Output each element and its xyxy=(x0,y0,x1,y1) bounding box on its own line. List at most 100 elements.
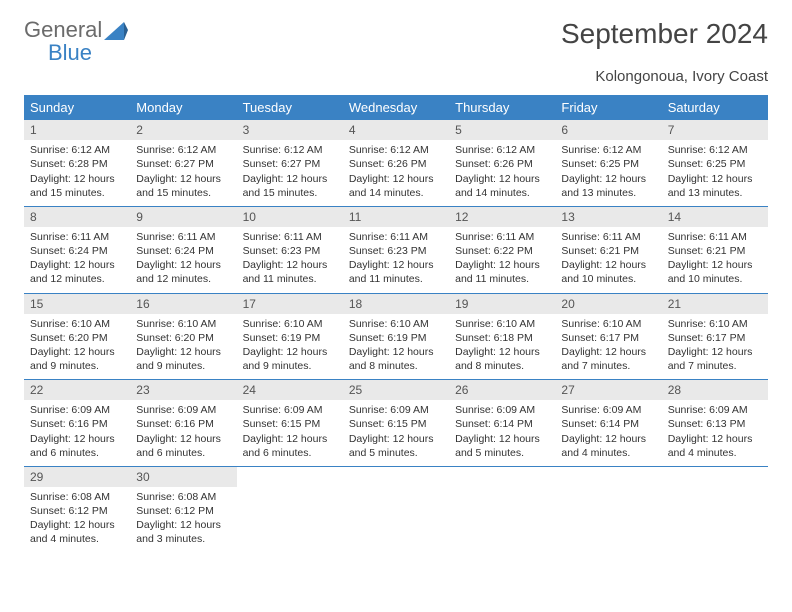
day-number: 23 xyxy=(130,380,236,400)
sunrise-line: Sunrise: 6:08 AM xyxy=(30,490,124,504)
cell-body: Sunrise: 6:09 AMSunset: 6:13 PMDaylight:… xyxy=(662,400,768,466)
sunrise-line: Sunrise: 6:12 AM xyxy=(455,143,549,157)
sunset-line: Sunset: 6:13 PM xyxy=(668,417,762,431)
day-header-cell: Thursday xyxy=(449,95,555,120)
calendar-cell: 22Sunrise: 6:09 AMSunset: 6:16 PMDayligh… xyxy=(24,380,130,466)
calendar-cell: 3Sunrise: 6:12 AMSunset: 6:27 PMDaylight… xyxy=(237,120,343,206)
logo-word2: Blue xyxy=(48,41,102,64)
daylight-line: Daylight: 12 hours and 11 minutes. xyxy=(243,258,337,286)
cell-body: Sunrise: 6:10 AMSunset: 6:19 PMDaylight:… xyxy=(237,314,343,380)
daylight-line: Daylight: 12 hours and 3 minutes. xyxy=(136,518,230,546)
day-header-cell: Monday xyxy=(130,95,236,120)
cell-body: Sunrise: 6:11 AMSunset: 6:23 PMDaylight:… xyxy=(237,227,343,293)
sunrise-line: Sunrise: 6:11 AM xyxy=(243,230,337,244)
calendar-cell: 4Sunrise: 6:12 AMSunset: 6:26 PMDaylight… xyxy=(343,120,449,206)
cell-body: Sunrise: 6:08 AMSunset: 6:12 PMDaylight:… xyxy=(24,487,130,553)
sunrise-line: Sunrise: 6:12 AM xyxy=(243,143,337,157)
daylight-line: Daylight: 12 hours and 8 minutes. xyxy=(455,345,549,373)
cell-body: Sunrise: 6:11 AMSunset: 6:24 PMDaylight:… xyxy=(130,227,236,293)
sunset-line: Sunset: 6:24 PM xyxy=(136,244,230,258)
calendar-cell: 7Sunrise: 6:12 AMSunset: 6:25 PMDaylight… xyxy=(662,120,768,206)
sunset-line: Sunset: 6:16 PM xyxy=(136,417,230,431)
day-number: 1 xyxy=(24,120,130,140)
daylight-line: Daylight: 12 hours and 6 minutes. xyxy=(30,432,124,460)
daylight-line: Daylight: 12 hours and 12 minutes. xyxy=(136,258,230,286)
daylight-line: Daylight: 12 hours and 10 minutes. xyxy=(668,258,762,286)
daylight-line: Daylight: 12 hours and 12 minutes. xyxy=(30,258,124,286)
day-number: 5 xyxy=(449,120,555,140)
calendar-cell: 8Sunrise: 6:11 AMSunset: 6:24 PMDaylight… xyxy=(24,207,130,293)
daylight-line: Daylight: 12 hours and 10 minutes. xyxy=(561,258,655,286)
sunrise-line: Sunrise: 6:10 AM xyxy=(668,317,762,331)
day-number: 21 xyxy=(662,294,768,314)
calendar-cell: 6Sunrise: 6:12 AMSunset: 6:25 PMDaylight… xyxy=(555,120,661,206)
cell-body: Sunrise: 6:10 AMSunset: 6:19 PMDaylight:… xyxy=(343,314,449,380)
daylight-line: Daylight: 12 hours and 13 minutes. xyxy=(561,172,655,200)
sunset-line: Sunset: 6:22 PM xyxy=(455,244,549,258)
day-header-cell: Sunday xyxy=(24,95,130,120)
cell-body: Sunrise: 6:09 AMSunset: 6:15 PMDaylight:… xyxy=(237,400,343,466)
day-number: 8 xyxy=(24,207,130,227)
day-header-row: SundayMondayTuesdayWednesdayThursdayFrid… xyxy=(24,95,768,120)
cell-body: Sunrise: 6:09 AMSunset: 6:14 PMDaylight:… xyxy=(555,400,661,466)
sunset-line: Sunset: 6:23 PM xyxy=(349,244,443,258)
day-number: 12 xyxy=(449,207,555,227)
calendar-week: 15Sunrise: 6:10 AMSunset: 6:20 PMDayligh… xyxy=(24,294,768,381)
logo-word1: General xyxy=(24,17,102,42)
cell-body: Sunrise: 6:10 AMSunset: 6:17 PMDaylight:… xyxy=(555,314,661,380)
calendar-cell: 5Sunrise: 6:12 AMSunset: 6:26 PMDaylight… xyxy=(449,120,555,206)
day-number: 17 xyxy=(237,294,343,314)
calendar-cell: .. xyxy=(662,467,768,553)
daylight-line: Daylight: 12 hours and 14 minutes. xyxy=(349,172,443,200)
sunrise-line: Sunrise: 6:09 AM xyxy=(349,403,443,417)
cell-body: Sunrise: 6:12 AMSunset: 6:25 PMDaylight:… xyxy=(662,140,768,206)
sunset-line: Sunset: 6:27 PM xyxy=(243,157,337,171)
daylight-line: Daylight: 12 hours and 13 minutes. xyxy=(668,172,762,200)
cell-body: Sunrise: 6:12 AMSunset: 6:27 PMDaylight:… xyxy=(237,140,343,206)
calendar-week: 1Sunrise: 6:12 AMSunset: 6:28 PMDaylight… xyxy=(24,120,768,207)
calendar-cell: .. xyxy=(343,467,449,553)
sunset-line: Sunset: 6:12 PM xyxy=(30,504,124,518)
sunrise-line: Sunrise: 6:09 AM xyxy=(668,403,762,417)
cell-body: Sunrise: 6:11 AMSunset: 6:24 PMDaylight:… xyxy=(24,227,130,293)
cell-body: Sunrise: 6:09 AMSunset: 6:14 PMDaylight:… xyxy=(449,400,555,466)
cell-body: Sunrise: 6:12 AMSunset: 6:26 PMDaylight:… xyxy=(449,140,555,206)
calendar-cell: 12Sunrise: 6:11 AMSunset: 6:22 PMDayligh… xyxy=(449,207,555,293)
daylight-line: Daylight: 12 hours and 4 minutes. xyxy=(561,432,655,460)
sunset-line: Sunset: 6:12 PM xyxy=(136,504,230,518)
cell-body: Sunrise: 6:12 AMSunset: 6:27 PMDaylight:… xyxy=(130,140,236,206)
header: General Blue September 2024 xyxy=(24,18,768,64)
calendar-cell: 26Sunrise: 6:09 AMSunset: 6:14 PMDayligh… xyxy=(449,380,555,466)
calendar-cell: 1Sunrise: 6:12 AMSunset: 6:28 PMDaylight… xyxy=(24,120,130,206)
day-number: 26 xyxy=(449,380,555,400)
daylight-line: Daylight: 12 hours and 15 minutes. xyxy=(30,172,124,200)
day-number: 11 xyxy=(343,207,449,227)
sunset-line: Sunset: 6:25 PM xyxy=(668,157,762,171)
cell-body: Sunrise: 6:10 AMSunset: 6:17 PMDaylight:… xyxy=(662,314,768,380)
day-number: 6 xyxy=(555,120,661,140)
daylight-line: Daylight: 12 hours and 9 minutes. xyxy=(136,345,230,373)
sunrise-line: Sunrise: 6:12 AM xyxy=(561,143,655,157)
logo-triangle-icon xyxy=(104,22,128,40)
sunrise-line: Sunrise: 6:10 AM xyxy=(30,317,124,331)
sunrise-line: Sunrise: 6:11 AM xyxy=(136,230,230,244)
day-number: 20 xyxy=(555,294,661,314)
cell-body: Sunrise: 6:10 AMSunset: 6:20 PMDaylight:… xyxy=(130,314,236,380)
cell-body: Sunrise: 6:12 AMSunset: 6:28 PMDaylight:… xyxy=(24,140,130,206)
sunset-line: Sunset: 6:15 PM xyxy=(349,417,443,431)
daylight-line: Daylight: 12 hours and 4 minutes. xyxy=(30,518,124,546)
sunset-line: Sunset: 6:20 PM xyxy=(136,331,230,345)
location-subtitle: Kolongonoua, Ivory Coast xyxy=(24,68,768,85)
sunrise-line: Sunrise: 6:12 AM xyxy=(30,143,124,157)
calendar: SundayMondayTuesdayWednesdayThursdayFrid… xyxy=(24,95,768,552)
sunrise-line: Sunrise: 6:12 AM xyxy=(668,143,762,157)
sunset-line: Sunset: 6:21 PM xyxy=(668,244,762,258)
sunset-line: Sunset: 6:14 PM xyxy=(455,417,549,431)
calendar-cell: .. xyxy=(555,467,661,553)
sunrise-line: Sunrise: 6:10 AM xyxy=(136,317,230,331)
sunrise-line: Sunrise: 6:10 AM xyxy=(561,317,655,331)
calendar-week: 29Sunrise: 6:08 AMSunset: 6:12 PMDayligh… xyxy=(24,467,768,553)
sunset-line: Sunset: 6:17 PM xyxy=(561,331,655,345)
sunset-line: Sunset: 6:14 PM xyxy=(561,417,655,431)
calendar-cell: .. xyxy=(449,467,555,553)
